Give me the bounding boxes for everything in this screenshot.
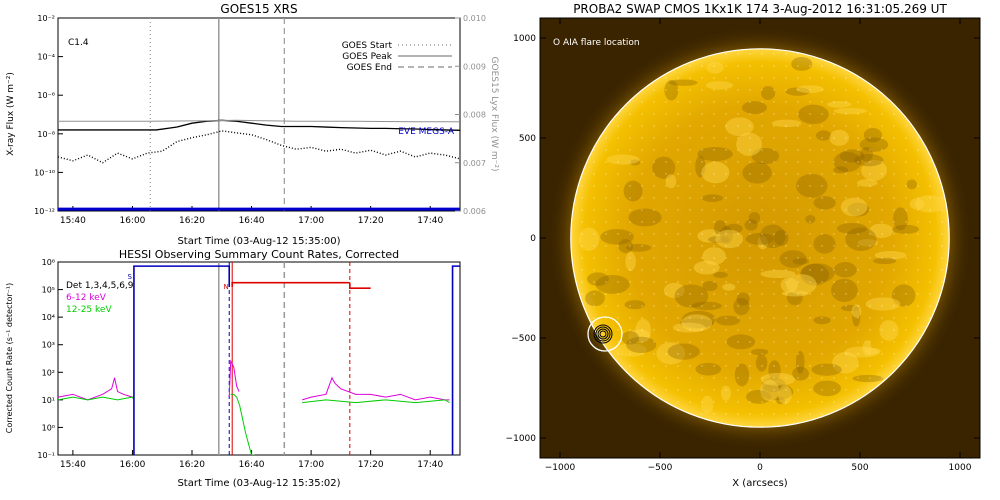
goes-legend-label: GOES Peak [342, 52, 392, 62]
image-y-tick-label: 0 [530, 234, 536, 244]
hessi-series-hessi_6_12 [228, 359, 240, 398]
hessi-series-hessi_12_25 [58, 396, 135, 401]
goes-y-tick-label: 10⁻⁶ [37, 91, 55, 100]
goes-xrs-chart: GOES15 XRS 10⁻¹² 10⁻¹⁰ 10⁻⁸ 10⁻⁶ 10⁻⁴ 10⁻² 0.… [6, 2, 499, 247]
image-y-tick-label: 1000 [513, 34, 536, 44]
goes-chart-title: GOES15 XRS [220, 2, 297, 16]
hessi-x-tick-label: 16:40 [239, 460, 265, 470]
hessi-y-tick-label: 10⁻¹ [37, 451, 55, 460]
aia-flare-location-marker [587, 316, 623, 352]
hessi-y-tick-label: 10⁶ [42, 258, 55, 267]
goes-x-tick-label: 17:40 [417, 216, 443, 226]
goes-x-tick-label: 16:00 [119, 216, 145, 226]
image-flare-label: O AIA flare location [553, 38, 640, 48]
hessi-count-rates-chart: HESSI Observing Summary Count Rates, Cor… [5, 248, 461, 489]
hessi-chart-title: HESSI Observing Summary Count Rates, Cor… [119, 248, 399, 261]
flare-contour [599, 330, 607, 338]
hessi-series-atten_red [349, 282, 371, 289]
image-x-tick-label: 0 [757, 463, 763, 473]
image-x-tick-label: 500 [851, 463, 868, 473]
swap-solar-image: PROBA2 SWAP CMOS 1Kx1K 174 3-Aug-2012 16… [506, 2, 981, 489]
hessi-x-tick-label: 17:40 [417, 460, 443, 470]
goes-y-tick-label: 10⁻⁴ [37, 53, 55, 62]
image-x-axis-label: X (arcsecs) [732, 478, 788, 489]
heliographic-grid [570, 48, 950, 428]
goes-legend-label: GOES End [347, 63, 392, 73]
hessi-flag-N: N [223, 283, 228, 291]
goes-series-goes_lya [58, 119, 460, 123]
goes-x-tick-label: 15:40 [60, 216, 86, 226]
hessi-x-tick-label: 17:20 [358, 460, 384, 470]
goes-x-tick-label: 16:20 [179, 216, 205, 226]
goes-y-axis-label: X-ray Flux (W m⁻²) [6, 72, 16, 156]
solar-limb-circle [570, 48, 950, 428]
goes-legend-label: GOES Start [342, 41, 393, 51]
goes-series-goes_long [58, 119, 460, 131]
hessi-y-tick-label: 10⁴ [42, 313, 55, 322]
hessi-series-atten_blue [451, 265, 460, 455]
goes-y2-tick-label: 0.007 [463, 159, 486, 168]
image-x-tick-label: −500 [648, 463, 673, 473]
hessi-y-tick-label: 10² [42, 368, 55, 377]
hessi-x-tick-label: 16:20 [179, 460, 205, 470]
goes-x-tick-label: 17:00 [298, 216, 324, 226]
goes-y2-axis-label: GOES15 Lyx Flux (W m⁻²) [489, 57, 499, 172]
goes-y2-tick-label: 0.006 [463, 207, 486, 216]
hessi-y-tick-label: 10⁰ [42, 423, 55, 432]
hessi-series-atten_blue [133, 265, 231, 455]
hessi-legend-6-12: 6-12 keV [66, 293, 107, 303]
image-y-tick-label: 500 [519, 134, 536, 144]
goes-flare-class: C1.4 [68, 38, 89, 48]
hessi-y-tick-label: 10³ [42, 341, 55, 350]
image-x-tick-label: 1000 [949, 463, 972, 473]
goes-x-tick-label: 16:40 [239, 216, 265, 226]
image-y-tick-label: −500 [511, 334, 536, 344]
hessi-series-hessi_6_12 [58, 377, 134, 401]
hessi-plot-frame [57, 261, 461, 456]
hessi-legend-det: Det 1,3,4,5,6,9 [66, 281, 134, 291]
goes-y-tick-label: 10⁻⁸ [37, 130, 55, 139]
hessi-legend-12-25: 12-25 keV [66, 305, 112, 315]
flare-contour [595, 326, 611, 342]
flare-circle [587, 316, 623, 352]
hessi-series-hessi_6_12 [302, 376, 450, 401]
hessi-x-tick-label: 17:00 [298, 460, 324, 470]
hessi-y-axis-label: Corrected Count Rate (s⁻¹ detector⁻¹) [5, 283, 14, 434]
hessi-y-tick-label: 10⁵ [42, 286, 55, 295]
hessi-series-hessi_12_25 [302, 399, 450, 404]
goes-x-tick-label: 17:20 [358, 216, 384, 226]
hessi-x-tick-label: 15:40 [60, 460, 86, 470]
flare-contour [593, 324, 613, 344]
image-y-tick-label: −1000 [506, 434, 537, 444]
image-x-tick-label: −1000 [545, 463, 576, 473]
goes-x-axis-label: Start Time (03-Aug-12 15:35:00) [177, 236, 340, 247]
image-title: PROBA2 SWAP CMOS 1Kx1K 174 3-Aug-2012 16… [573, 2, 947, 16]
goes-y-tick-label: 10⁻¹² [34, 207, 55, 216]
hessi-x-axis-label: Start Time (03-Aug-12 15:35:02) [177, 478, 340, 489]
goes-y-tick-label: 10⁻¹⁰ [34, 168, 55, 177]
hessi-y-tick-label: 10¹ [42, 396, 55, 405]
hessi-series-hessi_12_25 [230, 393, 255, 455]
flare-contour [597, 328, 609, 340]
hessi-series-atten_red [231, 281, 350, 287]
goes-y-tick-label: 10⁻² [37, 14, 55, 23]
hessi-flag-S: S [127, 273, 132, 281]
goes-y2-tick-label: 0.008 [463, 111, 486, 120]
goes-y2-tick-label: 0.010 [463, 14, 486, 23]
goes-y2-tick-label: 0.009 [463, 62, 486, 71]
goes-plot-frame [57, 17, 461, 212]
hessi-x-tick-label: 16:00 [119, 460, 145, 470]
eve-label: EVE MEGS-A [398, 127, 455, 137]
